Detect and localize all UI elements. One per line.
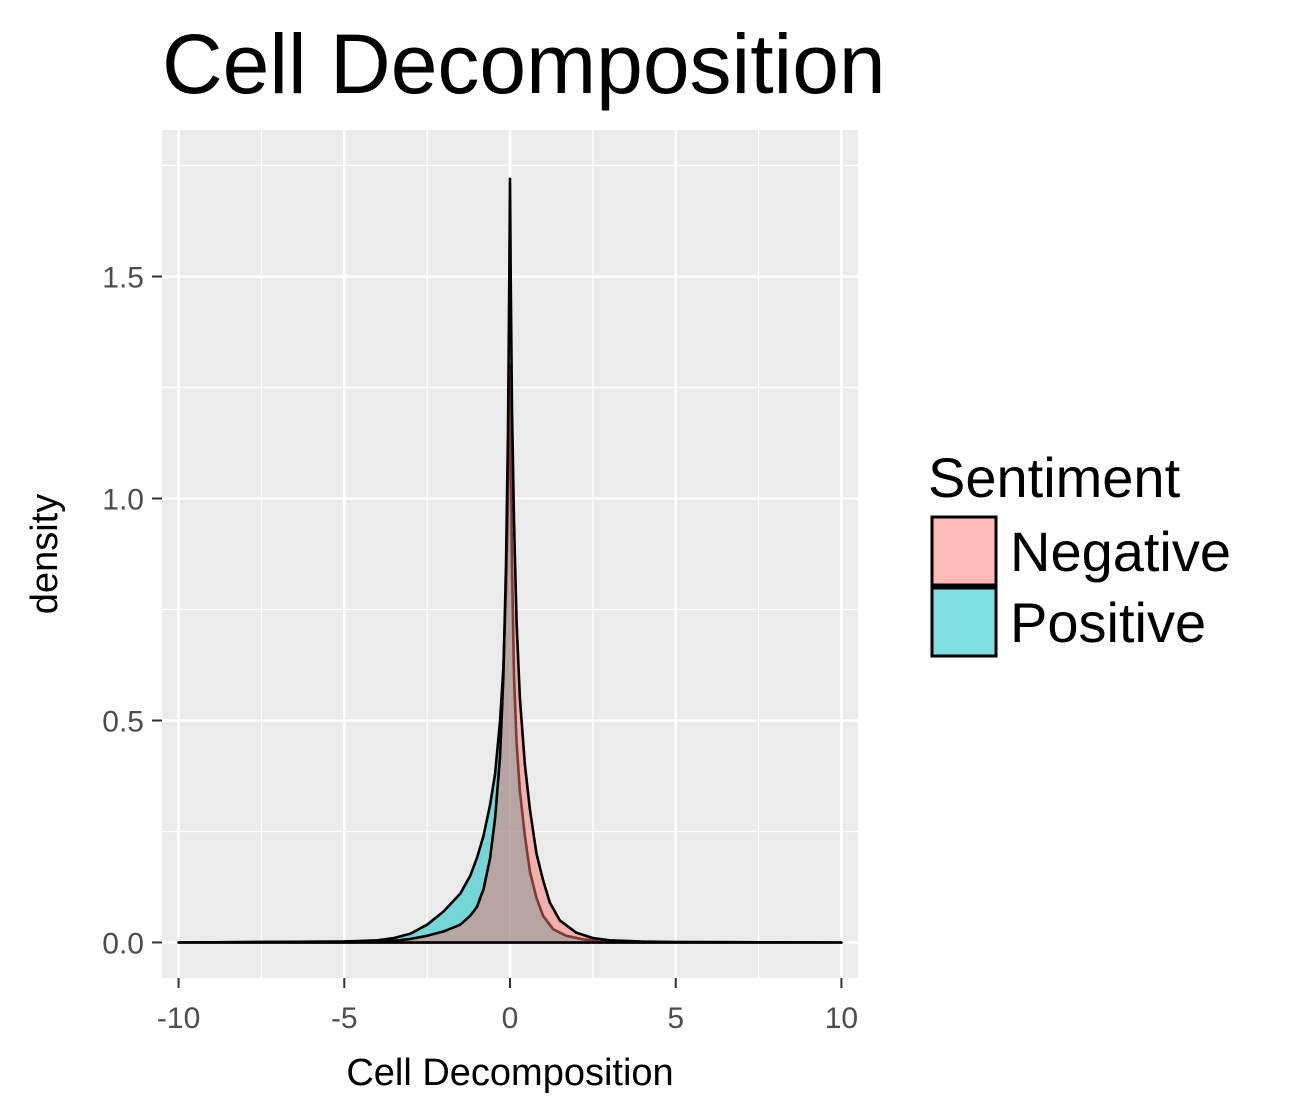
legend-title: Sentiment (928, 446, 1181, 509)
y-tick-label: 1.5 (102, 262, 144, 295)
legend-key-negative (930, 515, 998, 587)
legend-key-positive (930, 586, 998, 658)
y-axis-title: density (24, 494, 66, 614)
legend-label-positive: Positive (1010, 591, 1206, 654)
y-tick-label: 0.0 (102, 927, 144, 960)
legend-label-negative: Negative (1010, 520, 1231, 583)
x-tick-label: 0 (502, 1002, 519, 1035)
legend: Sentiment Negative Positive (928, 446, 1231, 658)
x-tick-label: -5 (331, 1002, 358, 1035)
density-area-negative (177, 177, 843, 944)
density-areas (177, 177, 843, 944)
x-tick-label: 10 (825, 1002, 858, 1035)
y-axis: 0.0 0.5 1.0 1.5 (102, 262, 162, 960)
x-tick-label: -10 (157, 1002, 200, 1035)
x-axis: -10 -5 0 5 10 (157, 978, 858, 1035)
x-axis-title: Cell Decomposition (346, 1052, 673, 1094)
chart-title: Cell Decomposition (162, 17, 886, 111)
y-tick-label: 0.5 (102, 705, 144, 738)
x-tick-label: 5 (667, 1002, 684, 1035)
y-tick-label: 1.0 (102, 484, 144, 517)
